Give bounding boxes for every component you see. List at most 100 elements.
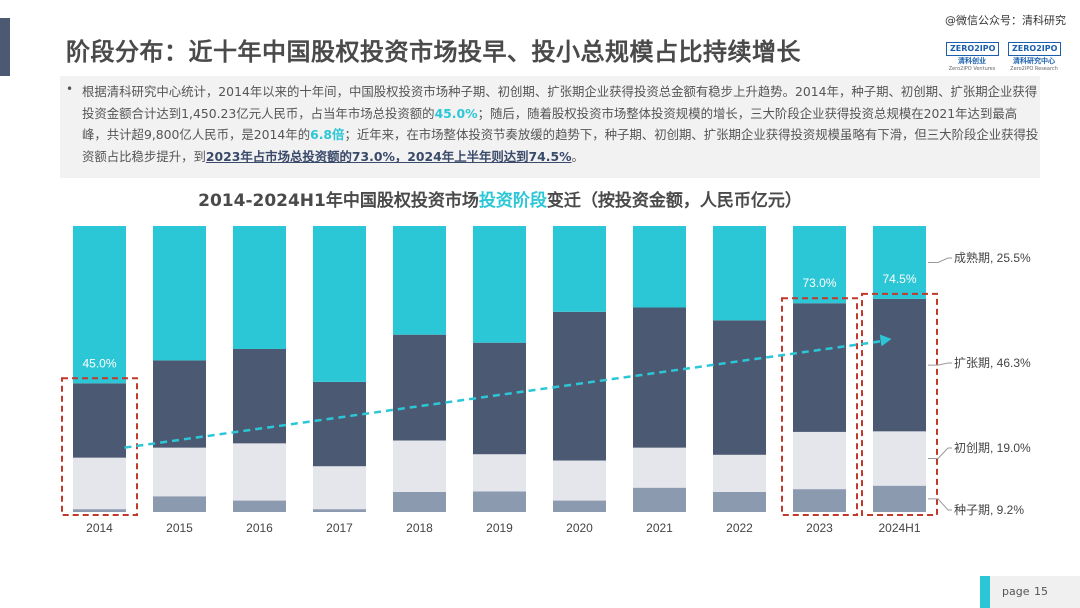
summary-bullet: • (66, 82, 74, 96)
bar-2014-扩张期 (73, 383, 126, 458)
bar-2016-成熟期 (233, 226, 286, 349)
bar-2019-种子期 (473, 491, 526, 512)
legend-leader-line (928, 447, 952, 460)
logo-mark: ZERO2IPO (1008, 42, 1062, 56)
bar-2016-初创期 (233, 443, 286, 501)
summary-part: 根据清科研究中心统计，2014年以来的十年间，中国股权投资市场种子期、初创期、扩… (82, 84, 1038, 121)
logo-mark: ZERO2IPO (946, 42, 1000, 56)
bar-2016-种子期 (233, 500, 286, 512)
bar-2015-初创期 (153, 447, 206, 497)
chart-title-suffix: 变迁（按投资金额，人民币亿元） (546, 191, 802, 211)
bar-2020-种子期 (553, 500, 606, 512)
bar-2021-扩张期 (633, 307, 686, 448)
bar-2014-成熟期 (73, 226, 126, 384)
summary-underlined: ，2024年上半年则达到 (394, 148, 529, 164)
bar-2024H1-成熟期 (873, 226, 926, 299)
trend-arrow-head (879, 334, 892, 347)
bar-2021-成熟期 (633, 226, 686, 308)
bar-2014-种子期 (73, 509, 126, 512)
bar-2018-成熟期 (393, 226, 446, 335)
trend-arrow-line (124, 339, 884, 449)
bar-2022-扩张期 (713, 320, 766, 455)
bar-2017-初创期 (313, 466, 366, 510)
page-title: 阶段分布：近十年中国股权投资市场投早、投小总规模占比持续增长 (66, 38, 801, 66)
logo-sub: Zero2IPO Ventures (948, 66, 996, 72)
logo-name: 清科创业 (958, 57, 986, 65)
bar-label: 74.5% (882, 272, 916, 286)
highlight-box-2024H1 (861, 292, 938, 516)
bar-2022-种子期 (713, 491, 766, 512)
x-tick-label: 2023 (806, 521, 833, 535)
bar-2023-扩张期 (793, 303, 846, 432)
bar-2024H1-种子期 (873, 485, 926, 512)
chart-title-prefix: 2014-2024H1年中国股权投资市场 (198, 191, 479, 211)
chart-title: 2014-2024H1年中国股权投资市场投资阶段变迁（按投资金额，人民币亿元） (0, 186, 1000, 211)
summary-underlined-highlight: 74.5% (528, 148, 572, 164)
x-tick-label: 2016 (246, 521, 273, 535)
bar-2017-扩张期 (313, 381, 366, 467)
x-tick-label: 2017 (326, 521, 353, 535)
x-tick-label: 2014 (86, 521, 113, 535)
highlight-box-2023 (781, 297, 858, 516)
x-tick-label: 2024H1 (878, 521, 920, 535)
summary-part: ；近年来，在市场整体投资节奏放缓的趋势下，种子期、初创期、扩张期企业获得投资规模… (82, 127, 1039, 164)
bar-2021-初创期 (633, 447, 686, 488)
logo-zero2ipo-research: ZERO2IPO 清科研究中心 Zero2IPO Research (1008, 36, 1062, 72)
summary-text: 根据清科研究中心统计，2014年以来的十年间，中国股权投资市场种子期、初创期、扩… (82, 81, 1040, 167)
bar-2015-成熟期 (153, 226, 206, 361)
x-tick-label: 2021 (646, 521, 673, 535)
page-number: 15 (1034, 585, 1048, 598)
bar-2021-种子期 (633, 487, 686, 512)
bar-2014-初创期 (73, 457, 126, 510)
x-tick-label: 2022 (726, 521, 753, 535)
legend-label: 成熟期, 25.5% (954, 250, 1031, 265)
bar-2018-初创期 (393, 440, 446, 492)
watermark: @微信公众号：清科研究 (945, 14, 1066, 27)
bar-2020-成熟期 (553, 226, 606, 312)
logo-name: 清科研究中心 (1013, 57, 1055, 65)
page-label: page (1002, 585, 1030, 598)
summary-part: ；随后，随着股权投资市场整体投资规模的增长，三大阶段企业获得投资总规模在2021… (82, 105, 1018, 143)
legend-leader-line (928, 498, 952, 511)
legend-leader-line (928, 257, 952, 263)
summary-underlined-highlight: 73.0% (351, 148, 395, 164)
x-tick-label: 2015 (166, 521, 193, 535)
x-tick-label: 2019 (486, 521, 513, 535)
legend-label: 种子期, 9.2% (954, 503, 1024, 517)
summary-box: • 根据清科研究中心统计，2014年以来的十年间，中国股权投资市场种子期、初创期… (60, 76, 1040, 178)
bar-2015-扩张期 (153, 360, 206, 448)
footer-accent-strip (980, 576, 990, 608)
bar-label: 45.0% (82, 356, 116, 370)
bar-2019-初创期 (473, 454, 526, 492)
summary-part: 。 (571, 148, 584, 164)
summary-underlined: 2023年占市场总投资额的 (205, 148, 352, 164)
bar-2018-种子期 (393, 491, 446, 512)
bar-2020-初创期 (553, 460, 606, 501)
bar-2022-初创期 (713, 454, 766, 492)
bar-2023-初创期 (793, 431, 846, 490)
legend-leader-line (928, 362, 952, 366)
legend-label: 初创期, 19.0% (954, 441, 1031, 455)
bar-2020-扩张期 (553, 311, 606, 461)
bar-2017-成熟期 (313, 226, 366, 382)
x-tick-label: 2020 (566, 521, 593, 535)
bar-2024H1-扩张期 (873, 298, 926, 432)
legend-label: 扩张期, 46.3% (954, 356, 1031, 370)
summary-highlight: 45.0% (434, 105, 478, 121)
title-accent-bar (0, 18, 10, 76)
bar-2017-种子期 (313, 509, 366, 512)
chart-title-accent: 投资阶段 (478, 191, 547, 211)
bar-2022-成熟期 (713, 226, 766, 321)
bar-2015-种子期 (153, 496, 206, 512)
bar-2019-成熟期 (473, 226, 526, 343)
bar-2023-成熟期 (793, 226, 846, 304)
logo-sub: Zero2IPO Research (1010, 66, 1058, 72)
bar-label: 73.0% (802, 276, 836, 290)
x-tick-label: 2018 (406, 521, 433, 535)
bar-2018-扩张期 (393, 334, 446, 441)
logo-zero2ipo-ventures: ZERO2IPO 清科创业 Zero2IPO Ventures (946, 36, 1000, 72)
page-footer: page 15 (980, 576, 1080, 608)
bar-2023-种子期 (793, 489, 846, 512)
bar-2019-扩张期 (473, 342, 526, 455)
